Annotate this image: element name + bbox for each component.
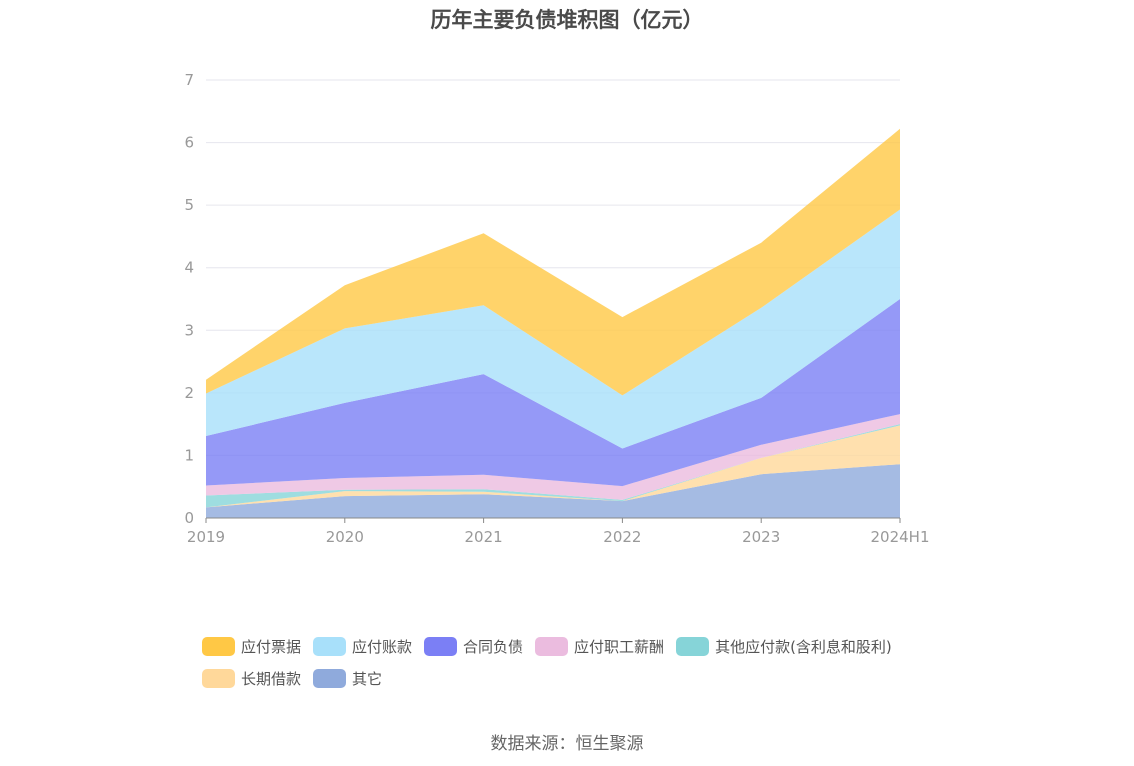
x-tick-label: 2022 bbox=[603, 528, 641, 546]
legend-label: 应付账款 bbox=[352, 637, 413, 656]
legend-swatch bbox=[535, 636, 569, 656]
area-series bbox=[206, 299, 900, 487]
x-tick-label: 2020 bbox=[326, 528, 364, 546]
series-areas bbox=[206, 128, 900, 518]
x-axis-ticks: 2019 2020 2021 2022 2023 2024H1 bbox=[187, 528, 930, 546]
legend-swatch bbox=[313, 668, 347, 688]
y-tick-label: 5 bbox=[184, 196, 194, 214]
area-series bbox=[206, 414, 900, 500]
area-series bbox=[206, 424, 900, 508]
area-chart: 0 1 2 3 4 5 6 7 2019 2020 2021 2022 2023 2024H1 bbox=[184, 71, 930, 546]
legend-item[interactable]: 其他应付款(含利息和股利) bbox=[676, 636, 892, 657]
legend-label: 长期借款 bbox=[241, 669, 302, 688]
legend-swatch bbox=[313, 636, 347, 656]
y-axis-ticks: 0 1 2 3 4 5 6 7 bbox=[184, 71, 194, 527]
y-tick-label: 2 bbox=[184, 384, 194, 402]
legend-swatch bbox=[424, 636, 458, 656]
area-series bbox=[206, 464, 900, 518]
legend-item[interactable]: 长期借款 bbox=[202, 668, 301, 689]
y-tick-label: 0 bbox=[184, 509, 194, 527]
legend-swatch bbox=[202, 668, 235, 688]
legend-label: 合同负债 bbox=[463, 637, 524, 656]
x-tick-label: 2021 bbox=[465, 528, 503, 546]
area-series bbox=[206, 209, 900, 449]
y-tick-label: 1 bbox=[184, 446, 194, 464]
legend: 应付票据 应付账款 合同负债 应付职工薪酬 其他应付款(含利息和股利) 长期借款 其它 bbox=[202, 630, 962, 694]
y-tick-label: 3 bbox=[184, 321, 194, 339]
area-series bbox=[206, 128, 900, 396]
area-series bbox=[206, 425, 900, 508]
legend-item[interactable]: 合同负债 bbox=[424, 636, 523, 657]
legend-item[interactable]: 应付职工薪酬 bbox=[535, 636, 664, 657]
y-tick-label: 7 bbox=[184, 71, 194, 89]
legend-item[interactable]: 其它 bbox=[313, 668, 382, 689]
x-tick-label: 2023 bbox=[742, 528, 780, 546]
legend-swatch bbox=[202, 636, 235, 656]
y-tick-label: 6 bbox=[184, 134, 194, 152]
x-tick-label: 2024H1 bbox=[871, 528, 930, 546]
axes bbox=[205, 517, 901, 523]
legend-row: 长期借款 其它 bbox=[202, 662, 962, 694]
legend-label: 其他应付款(含利息和股利) bbox=[715, 637, 892, 656]
legend-item[interactable]: 应付账款 bbox=[313, 636, 412, 657]
legend-swatch bbox=[676, 636, 710, 656]
y-tick-label: 4 bbox=[184, 259, 194, 277]
source-note: 数据来源：恒生聚源 bbox=[490, 734, 644, 754]
x-tick-label: 2019 bbox=[187, 528, 225, 546]
legend-row: 应付票据 应付账款 合同负债 应付职工薪酬 其他应付款(含利息和股利) bbox=[202, 630, 962, 662]
legend-label: 应付票据 bbox=[241, 637, 302, 656]
legend-label: 应付职工薪酬 bbox=[574, 637, 665, 656]
legend-label: 其它 bbox=[352, 669, 383, 688]
legend-item[interactable]: 应付票据 bbox=[202, 636, 301, 657]
chart-title: 历年主要负债堆积图（亿元） bbox=[430, 8, 704, 32]
